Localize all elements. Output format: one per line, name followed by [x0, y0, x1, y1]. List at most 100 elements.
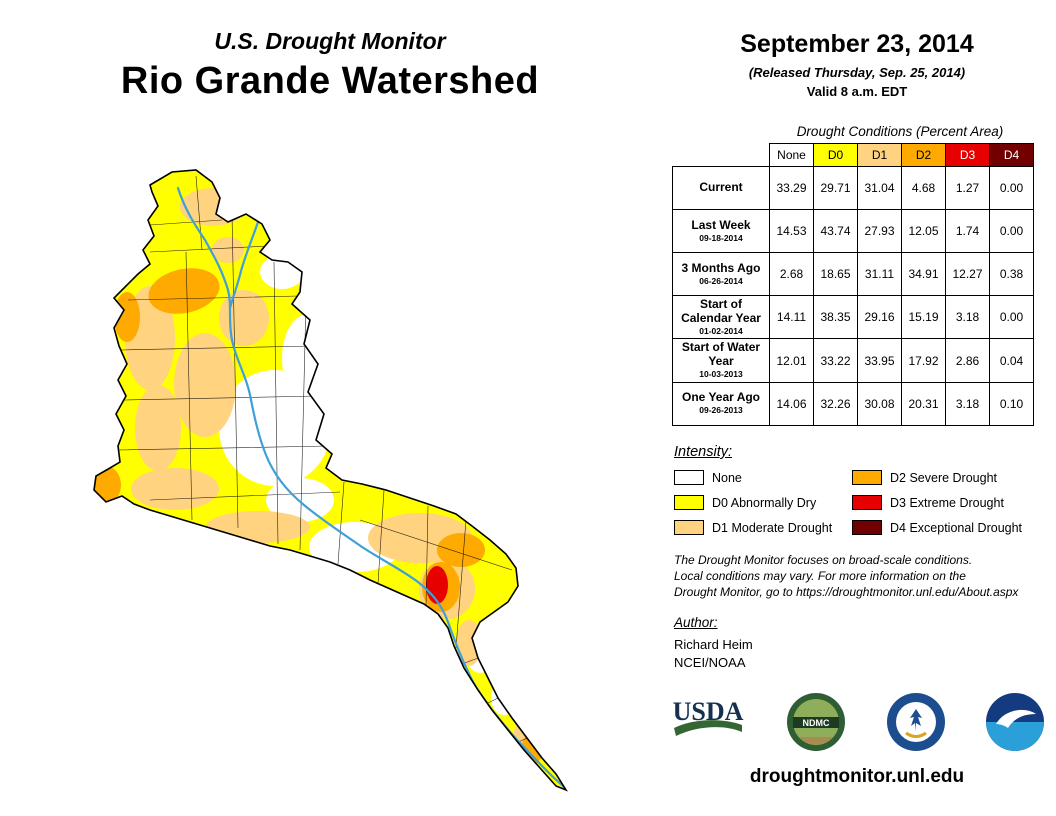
table-cell: 15.19 — [901, 294, 946, 340]
table-cell: 1.27 — [945, 166, 990, 210]
legend-swatch-none — [674, 470, 704, 485]
table-cell: 3.18 — [945, 381, 990, 426]
table-cell: 3.18 — [945, 294, 990, 340]
table-cell: 17.92 — [901, 338, 946, 383]
table-cell: 27.93 — [857, 209, 902, 253]
agency-logos: USDA NDMC — [664, 688, 1050, 756]
table-cell: 0.00 — [989, 294, 1034, 340]
report-supertitle: U.S. Drought Monitor — [214, 28, 446, 54]
table-cell: 14.06 — [769, 381, 814, 426]
valid-time: Valid 8 a.m. EDT — [806, 84, 908, 99]
author-name: Richard Heim — [674, 637, 753, 652]
table-cell: 20.31 — [901, 381, 946, 426]
table-cell: 43.74 — [813, 209, 858, 253]
usda-logo: USDA — [673, 697, 744, 736]
table-cell: 29.71 — [813, 166, 858, 210]
column-header-d4: D4 — [989, 143, 1034, 167]
table-cell: 14.53 — [769, 209, 814, 253]
table-cell: 12.01 — [769, 338, 814, 383]
table-cell: 0.38 — [989, 252, 1034, 296]
table-row-3-months-ago: 3 Months Ago 06-26-2014 2.68 18.65 31.11 … — [672, 252, 1034, 296]
table-row-current: Current 33.29 29.71 31.04 4.68 1.27 0.00 — [672, 166, 1034, 210]
table-row-start-water-year: Start of Water Year 10-03-2013 12.01 33.2… — [672, 338, 1034, 383]
legend-swatch-d4 — [852, 520, 882, 535]
row-label: Start of Water Year 10-03-2013 — [672, 338, 770, 383]
table-cell: 4.68 — [901, 166, 946, 210]
drought-map — [93, 169, 568, 792]
disclaimer-text: The Drought Monitor focuses on broad-sca… — [674, 553, 1019, 600]
row-date: 06-26-2014 — [699, 275, 743, 286]
row-date: 10-03-2013 — [699, 368, 743, 379]
legend-item-d1: D1 Moderate Drought — [674, 519, 832, 536]
legend-item-none: None — [674, 469, 832, 486]
table-cell: 12.05 — [901, 209, 946, 253]
table-cell: 12.27 — [945, 252, 990, 296]
legend-item-d2: D2 Severe Drought — [852, 469, 1022, 486]
drought-conditions-table: None D0 D1 D2 D3 D4 Current 33.29 29.71 … — [672, 143, 1034, 426]
table-cell: 1.74 — [945, 209, 990, 253]
table-cell: 14.11 — [769, 294, 814, 340]
table-cell: 0.00 — [989, 166, 1034, 210]
legend-item-d0: D0 Abnormally Dry — [674, 494, 832, 511]
author-heading: Author: — [674, 615, 718, 630]
date-block: September 23, 2014 (Released Thursday, S… — [664, 30, 1050, 99]
legend-swatch-d1 — [674, 520, 704, 535]
ndmc-logo: NDMC — [787, 693, 846, 751]
legend-item-d4: D4 Exceptional Drought — [852, 519, 1022, 536]
table-cell: 0.10 — [989, 381, 1034, 426]
tributary-river — [228, 220, 260, 310]
row-label: Last Week 09-18-2014 — [672, 209, 770, 253]
table-cell: 38.35 — [813, 294, 858, 340]
watershed-outline — [93, 169, 568, 792]
table-cell: 33.29 — [769, 166, 814, 210]
row-date: 01-02-2014 — [699, 325, 743, 336]
column-header-d2: D2 — [901, 143, 946, 167]
row-label: One Year Ago 09-26-2013 — [672, 381, 770, 426]
table-row-last-week: Last Week 09-18-2014 14.53 43.74 27.93 12… — [672, 209, 1034, 253]
author-organization: NCEI/NOAA — [674, 655, 746, 670]
table-row-start-calendar-year: Start of Calendar Year 01-02-2014 14.11 3… — [672, 294, 1034, 340]
legend-swatch-d2 — [852, 470, 882, 485]
legend-column-left: None D0 Abnormally Dry D1 Moderate Droug… — [674, 469, 832, 544]
table-cell: 18.65 — [813, 252, 858, 296]
table-corner-cell — [672, 143, 770, 167]
table-cell: 2.68 — [769, 252, 814, 296]
table-cell: 34.91 — [901, 252, 946, 296]
map-region-d3 — [426, 566, 448, 604]
column-header-d1: D1 — [857, 143, 902, 167]
table-cell: 33.95 — [857, 338, 902, 383]
table-cell: 32.26 — [813, 381, 858, 426]
legend-title: Intensity: — [674, 444, 733, 460]
footer-url: droughtmonitor.unl.edu — [749, 766, 965, 787]
table-cell: 0.04 — [989, 338, 1034, 383]
table-row-one-year-ago: One Year Ago 09-26-2013 14.06 32.26 30.08… — [672, 381, 1034, 426]
table-cell: 31.04 — [857, 166, 902, 210]
legend-swatch-d0 — [674, 495, 704, 510]
table-caption: Drought Conditions (Percent Area) — [796, 124, 1004, 139]
legend-item-d3: D3 Extreme Drought — [852, 494, 1022, 511]
table-header-row: None D0 D1 D2 D3 D4 — [672, 143, 1034, 167]
table-cell: 33.22 — [813, 338, 858, 383]
table-cell: 31.11 — [857, 252, 902, 296]
table-cell: 2.86 — [945, 338, 990, 383]
legend-swatch-d3 — [852, 495, 882, 510]
column-header-d3: D3 — [945, 143, 990, 167]
report-date: September 23, 2014 — [740, 30, 974, 58]
noaa-logo — [985, 693, 1044, 751]
ndmc-logo-text: NDMC — [803, 718, 830, 728]
page-title: Rio Grande Watershed — [120, 60, 540, 102]
row-date: 09-26-2013 — [699, 405, 743, 416]
table-cell: 29.16 — [857, 294, 902, 340]
table-cell: 30.08 — [857, 381, 902, 426]
row-date: 09-18-2014 — [699, 232, 743, 243]
row-label: 3 Months Ago 06-26-2014 — [672, 252, 770, 296]
legend-column-right: D2 Severe Drought D3 Extreme Drought D4 … — [852, 469, 1022, 544]
row-label: Current — [672, 166, 770, 210]
table-cell: 0.00 — [989, 209, 1034, 253]
column-header-none: None — [769, 143, 814, 167]
column-header-d0: D0 — [813, 143, 858, 167]
commerce-logo — [886, 693, 945, 751]
release-date: (Released Thursday, Sep. 25, 2014) — [748, 65, 966, 80]
row-label: Start of Calendar Year 01-02-2014 — [672, 294, 770, 340]
